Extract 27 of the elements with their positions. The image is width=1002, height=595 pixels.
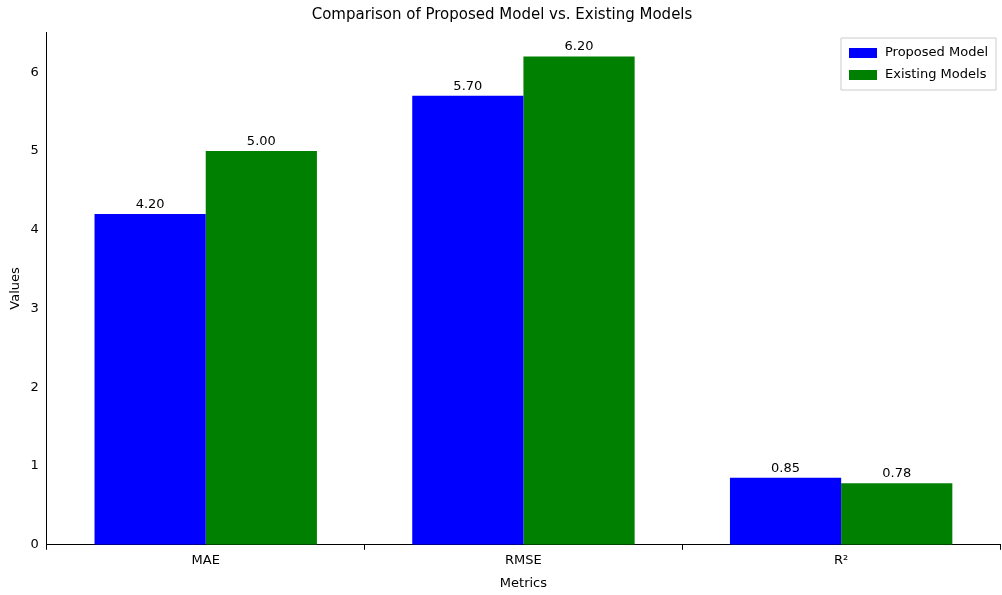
x-axis-title: Metrics [499,574,548,590]
bar [412,95,524,545]
y-tick-label: 5 [30,142,39,158]
bar [729,477,842,545]
chart-title: Comparison of Proposed Model vs. Existing Models [311,4,693,23]
bar [523,56,635,545]
bar [94,213,206,545]
y-tick-label: 4 [30,221,39,237]
data-label: 6.20 [564,38,594,54]
data-label: 0.78 [882,465,912,481]
data-label: 0.85 [771,459,801,475]
y-tick-label: 0 [30,536,39,552]
data-label: 5.00 [246,132,276,148]
x-tick-label: RMSE [505,551,542,567]
legend-label: Existing Models [884,66,987,82]
x-tick-label: MAE [191,551,220,567]
x-tick-label: R² [834,551,849,567]
y-tick-label: 2 [30,378,39,394]
y-tick-label: 3 [30,299,39,315]
y-axis-title: Values [7,266,23,310]
y-tick-label: 1 [30,457,39,473]
data-label: 5.70 [453,77,483,93]
data-label: 4.20 [135,195,165,211]
y-tick-label: 6 [30,63,39,79]
legend-label: Proposed Model [884,44,989,60]
bar [841,483,953,545]
bar [205,150,317,545]
